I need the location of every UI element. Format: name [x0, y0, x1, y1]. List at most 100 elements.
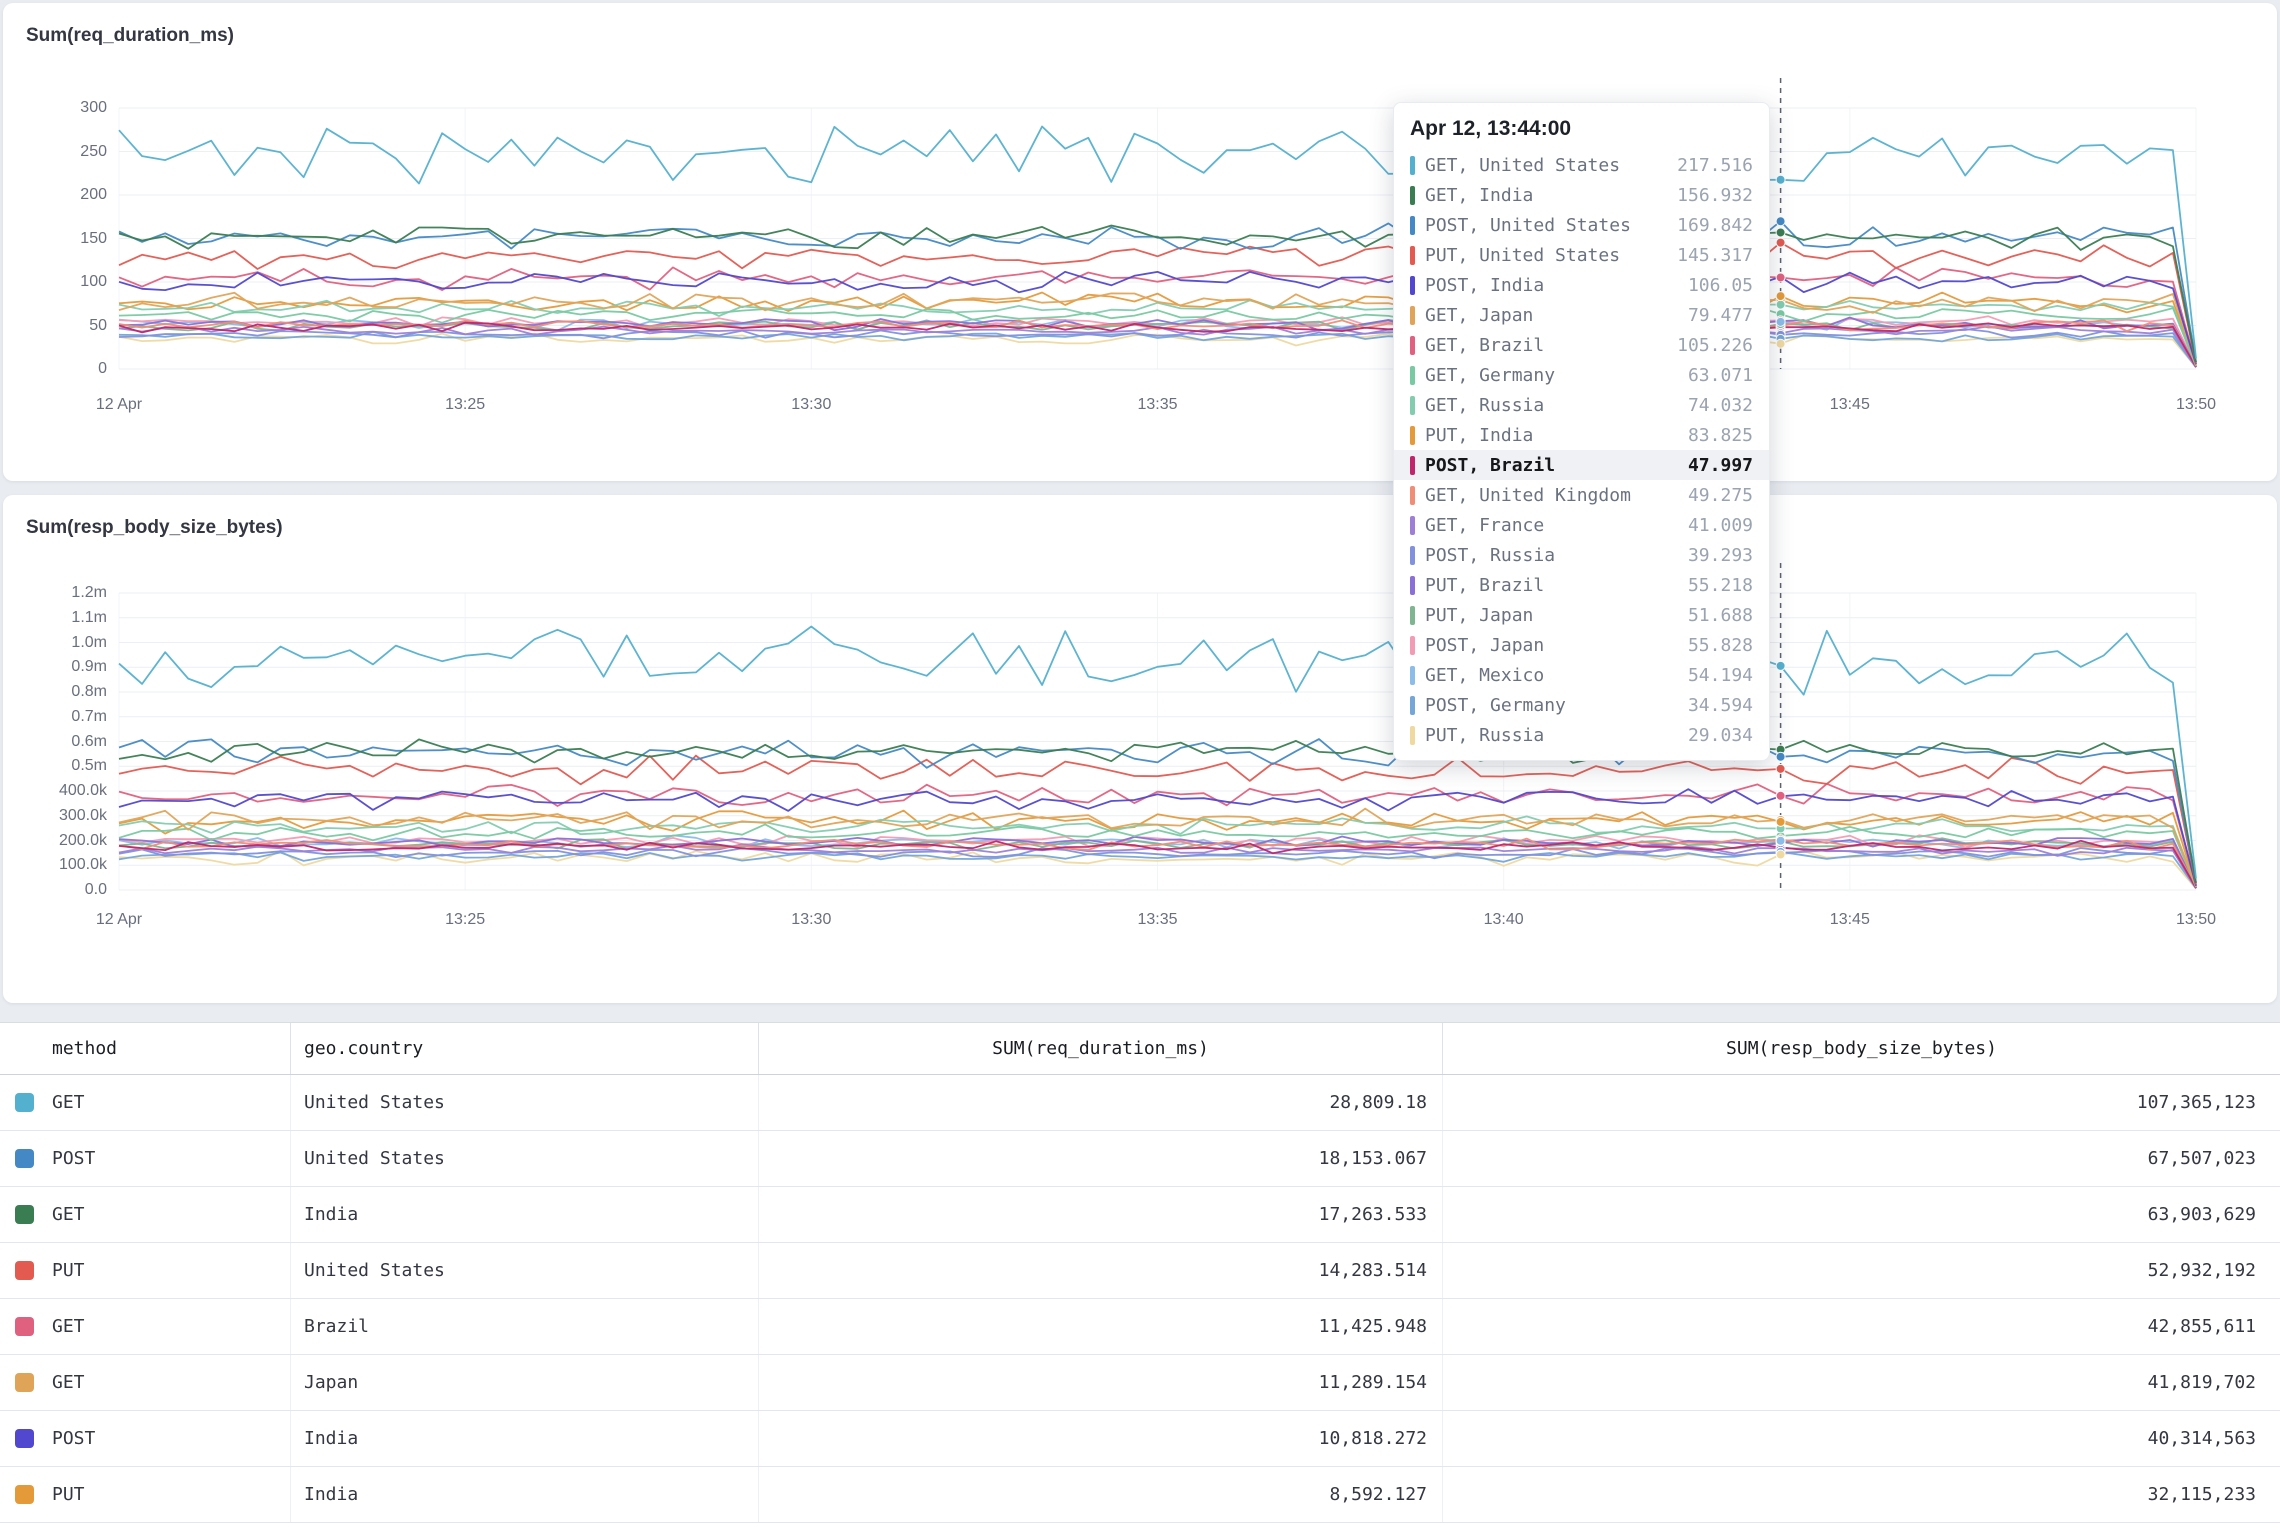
x-axis-tick-label: 12 Apr: [95, 396, 143, 413]
line-chart-resp-body-size[interactable]: [3, 495, 2277, 1003]
tooltip-series-label: PUT, India: [1425, 424, 1534, 446]
column-header-bytes[interactable]: SUM(resp_body_size_bytes): [1726, 1038, 1997, 1059]
y-axis-tick-label: 100: [80, 273, 107, 290]
tooltip-series-label: GET, Japan: [1425, 304, 1534, 326]
tooltip-series-value: 51.688: [1687, 604, 1753, 626]
duration-cell: 11,289.154: [759, 1355, 1443, 1410]
method-cell: GET: [0, 1355, 291, 1410]
series-color-swatch: [1410, 515, 1415, 535]
y-axis-tick-label: 300: [80, 99, 107, 116]
series-color-swatch: [1410, 605, 1415, 625]
tooltip-row: POST, Japan 55.828: [1394, 630, 1769, 660]
column-header-method[interactable]: method: [0, 1023, 291, 1074]
tooltip-row: GET, Japan 79.477: [1394, 300, 1769, 330]
tooltip-rows: GET, United States 217.516 GET, India 156.9…: [1394, 150, 1769, 750]
method-label: GET: [52, 1092, 85, 1113]
tooltip-series-value: 41.009: [1687, 514, 1753, 536]
table-row: GET Japan 11,289.154 41,819,702: [0, 1355, 2280, 1411]
tooltip-series-value: 74.032: [1687, 394, 1753, 416]
tooltip-series-label: GET, United States: [1425, 154, 1621, 176]
series-color-swatch: [1410, 185, 1415, 205]
country-cell: India: [291, 1467, 759, 1522]
table-row: POST United States 18,153.067 67,507,023: [0, 1131, 2280, 1187]
country-cell: United States: [291, 1075, 759, 1130]
method-cell: GET: [0, 1075, 291, 1130]
x-axis-tick-label: 13:45: [1829, 911, 1870, 928]
tooltip-series-label: GET, Germany: [1425, 364, 1556, 386]
tooltip-series-label: GET, United Kingdom: [1425, 484, 1631, 506]
series-color-swatch: [1410, 455, 1415, 475]
series-color-swatch: [15, 1205, 34, 1224]
chart-panel-resp-body-size: Sum(resp_body_size_bytes) 1.2m 1.1m 1.0m 0.…: [3, 495, 2277, 1003]
country-cell: United States: [291, 1131, 759, 1186]
tooltip-series-label: PUT, Japan: [1425, 604, 1534, 626]
series-color-swatch: [1410, 305, 1415, 325]
tooltip-series-label: POST, Brazil: [1425, 454, 1556, 476]
method-label: GET: [52, 1316, 85, 1337]
column-header-duration[interactable]: SUM(req_duration_ms): [759, 1023, 1443, 1074]
tooltip-row: POST, Brazil 47.997: [1394, 450, 1769, 480]
tooltip-row: POST, United States 169.842: [1394, 210, 1769, 240]
duration-cell: 28,809.18: [759, 1075, 1443, 1130]
country-cell: United States: [291, 1243, 759, 1298]
tooltip-series-value: 217.516: [1677, 154, 1753, 176]
line-chart-req-duration[interactable]: [3, 3, 2277, 481]
x-axis-tick-label: 13:40: [1483, 911, 1524, 928]
tooltip-series-value: 83.825: [1687, 424, 1753, 446]
method-label: GET: [52, 1204, 85, 1225]
tooltip-series-label: POST, Russia: [1425, 544, 1556, 566]
tooltip-series-value: 105.226: [1677, 334, 1753, 356]
column-header-country[interactable]: geo.country: [291, 1023, 759, 1074]
method-cell: PUT: [0, 1467, 291, 1522]
series-color-swatch: [1410, 695, 1415, 715]
x-axis-tick-label: 13:45: [1829, 396, 1870, 413]
tooltip-series-label: GET, Russia: [1425, 394, 1545, 416]
series-color-swatch: [1410, 425, 1415, 445]
y-axis-tick-label: 300.0k: [58, 806, 107, 824]
y-axis-tick-label: 1.0m: [71, 633, 107, 651]
tooltip-series-label: POST, Japan: [1425, 634, 1545, 656]
method-cell: GET: [0, 1187, 291, 1242]
tooltip-series-value: 34.594: [1687, 694, 1753, 716]
tooltip-row: PUT, Japan 51.688: [1394, 600, 1769, 630]
tooltip-timestamp: Apr 12, 13:44:00: [1410, 117, 1572, 140]
series-color-swatch: [1410, 395, 1415, 415]
series-color-swatch: [1410, 335, 1415, 355]
bytes-cell: 63,903,629: [2147, 1204, 2256, 1225]
series-color-swatch: [1410, 485, 1415, 505]
tooltip-series-value: 29.034: [1687, 724, 1753, 746]
bytes-cell: 67,507,023: [2147, 1148, 2256, 1169]
tooltip-row: GET, Mexico 54.194: [1394, 660, 1769, 690]
bytes-cell: 42,855,611: [2147, 1316, 2256, 1337]
series-color-swatch: [1410, 725, 1415, 745]
series-color-swatch: [15, 1373, 34, 1392]
tooltip-series-value: 63.071: [1687, 364, 1753, 386]
bytes-cell: 107,365,123: [2136, 1092, 2256, 1113]
tooltip-series-value: 55.218: [1687, 574, 1753, 596]
table-body: GET United States 28,809.18 107,365,123 POST…: [0, 1075, 2280, 1523]
x-axis-tick-label: 13:25: [445, 911, 486, 928]
tooltip-series-label: POST, Germany: [1425, 694, 1566, 716]
x-axis-tick-label: 13:30: [791, 396, 832, 413]
duration-cell: 10,818.272: [759, 1411, 1443, 1466]
series-color-swatch: [1410, 665, 1415, 685]
tooltip-series-value: 49.275: [1687, 484, 1753, 506]
method-label: POST: [52, 1428, 96, 1449]
series-color-swatch: [15, 1317, 34, 1336]
tooltip-row: POST, India 106.05: [1394, 270, 1769, 300]
series-color-swatch: [15, 1485, 34, 1504]
table-row: GET India 17,263.533 63,903,629: [0, 1187, 2280, 1243]
tooltip-row: GET, Germany 63.071: [1394, 360, 1769, 390]
method-cell: GET: [0, 1299, 291, 1354]
y-axis-tick-label: 400.0k: [58, 782, 107, 799]
method-cell: POST: [0, 1411, 291, 1466]
tooltip-series-value: 79.477: [1687, 304, 1753, 326]
tooltip-row: GET, India 156.932: [1394, 180, 1769, 210]
series-color-swatch: [15, 1429, 34, 1448]
table-row: PUT India 8,592.127 32,115,233: [0, 1467, 2280, 1523]
y-axis-tick-label: 0.9m: [71, 658, 107, 676]
tooltip-series-label: PUT, Russia: [1425, 724, 1545, 746]
x-axis-tick-label: 13:50: [2175, 396, 2217, 413]
data-table: method geo.country SUM(req_duration_ms) …: [0, 1022, 2280, 1535]
chart-tooltip: Apr 12, 13:44:00 GET, United States 217.5…: [1393, 102, 1770, 761]
